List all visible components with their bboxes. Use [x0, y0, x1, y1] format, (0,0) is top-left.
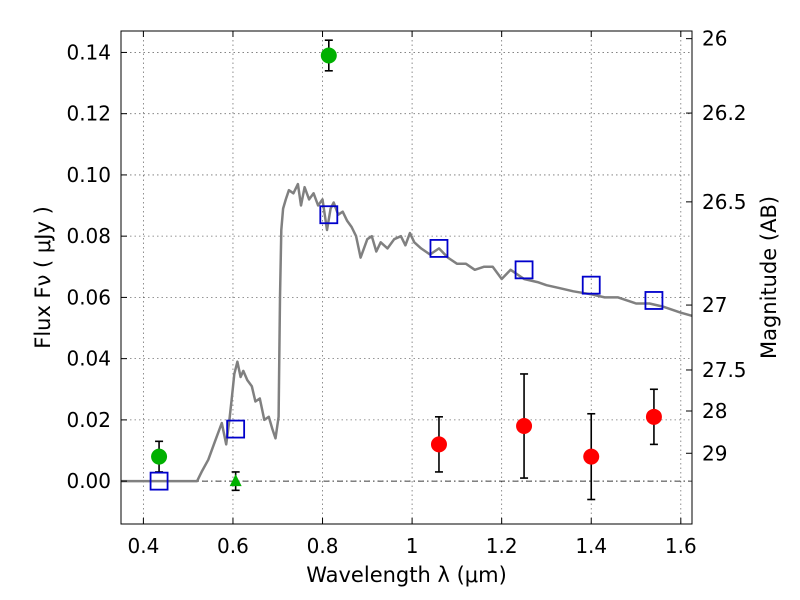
- x-tick-label: 0.6: [217, 534, 249, 558]
- detection-point: [151, 448, 168, 465]
- mag-tick-label: 28: [702, 399, 727, 423]
- marker-layer: [149, 39, 664, 501]
- y-tick-label: 0.14: [66, 40, 111, 64]
- y-tick-label: 0.06: [66, 285, 111, 309]
- x-axis-label: Wavelength λ (μm): [306, 563, 507, 587]
- y-axis-label: Flux Fν ( μJy ): [31, 206, 55, 349]
- mag-tick-label: 29: [702, 441, 727, 465]
- mag-tick-label: 27.5: [702, 358, 747, 382]
- y-tick-label: 0.12: [66, 102, 111, 126]
- axis-ticks: 0.4 0.6 0.8 1 1.2 1.4 1.6 0.00 0.02 0.04 0.06 0.08 0…: [66, 27, 746, 558]
- model-photometry-point: [226, 419, 246, 439]
- x-tick-label: 1.2: [486, 534, 518, 558]
- mag-tick-label: 26.5: [702, 190, 747, 214]
- mag-tick-label: 27: [702, 293, 727, 317]
- model-sed-line: [121, 182, 693, 483]
- x-tick-label: 1.4: [575, 534, 607, 558]
- model-photometry-point: [581, 275, 601, 295]
- nondetection-point: [583, 448, 600, 465]
- upper-limit-point: [229, 474, 242, 487]
- y-tick-label: 0.08: [66, 224, 111, 248]
- nondetection-point: [430, 436, 447, 453]
- model-photometry-point: [644, 291, 664, 310]
- nondetection-point: [516, 418, 533, 435]
- x-tick-label: 0.8: [307, 534, 339, 558]
- model-photometry-point: [429, 239, 449, 258]
- right-y-axis-label: Magnitude (AB): [757, 196, 781, 359]
- y-tick-label: 0.10: [66, 163, 111, 187]
- y-tick-label: 0.02: [66, 408, 111, 432]
- detection-point: [320, 47, 337, 64]
- mag-tick-label: 26: [702, 27, 727, 51]
- plot-frame: [120, 30, 693, 525]
- grid-lines: [121, 31, 692, 524]
- mag-tick-label: 26.2: [702, 101, 747, 125]
- nondetection-point: [645, 408, 662, 425]
- x-tick-label: 1.6: [665, 534, 697, 558]
- y-tick-label: 0.04: [66, 347, 111, 371]
- model-photometry-point: [514, 260, 534, 280]
- x-tick-label: 1: [406, 534, 419, 558]
- x-tick-label: 0.4: [127, 534, 159, 558]
- y-tick-label: 0.00: [66, 469, 111, 493]
- model-photometry-point: [149, 471, 169, 491]
- model-photometry-point: [319, 205, 339, 225]
- model-layer: [121, 182, 693, 483]
